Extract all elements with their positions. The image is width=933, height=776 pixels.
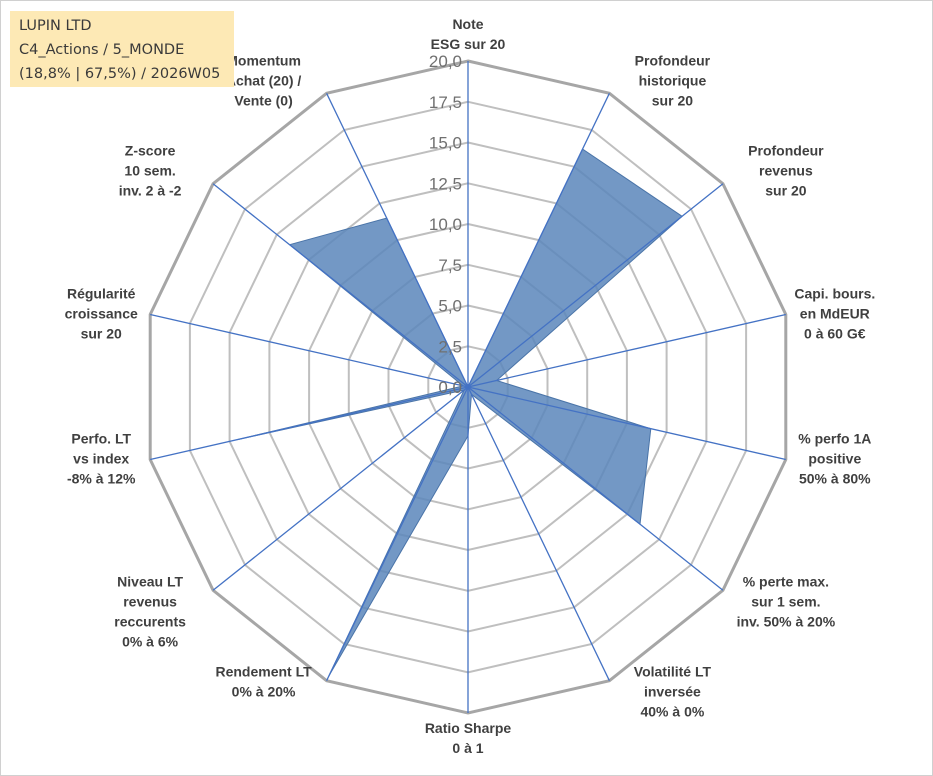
spoke-13: [326, 93, 469, 388]
spoke-6: [467, 386, 610, 681]
axis-label-line: Profondeur: [748, 143, 824, 159]
axis-label-line: Perfo. LT: [71, 431, 131, 447]
axis-label-5: % perte max. sur 1 sem. inv. 50% à 20%: [737, 573, 836, 629]
axis-label-line: inversée: [644, 684, 701, 700]
axis-label-line: % perte max.: [743, 573, 829, 589]
axis-label-line: revenus: [759, 163, 813, 179]
axis-label-line: Rendement LT: [215, 664, 312, 680]
axis-label-line: % perfo 1A: [798, 431, 871, 447]
axis-label-line: sur 20: [765, 183, 806, 199]
spoke-8: [326, 386, 469, 681]
axis-label-line: Niveau LT: [117, 573, 183, 589]
axis-label-line: Régularité: [67, 286, 136, 302]
axis-label-line: 0% à 20%: [232, 684, 296, 700]
axis-label-line: 0 à 1: [452, 740, 483, 756]
axis-label-line: en MdEUR: [800, 306, 870, 322]
axis-label-10: Perfo. LT vs index -8% à 12%: [67, 431, 136, 487]
axis-label-line: historique: [639, 72, 707, 88]
axis-label-line: 50% à 80%: [799, 471, 871, 487]
axis-label-line: Momentum: [226, 52, 301, 68]
axis-label-line: Note: [452, 16, 483, 32]
tick-label: 2,5: [438, 337, 462, 356]
axis-label-line: Vente (0): [234, 92, 292, 108]
stats-line: (18,8% | 67,5%) / 2026W05: [19, 66, 221, 82]
tick-label: 5,0: [438, 297, 462, 316]
category-line: C4_Actions / 5_MONDE: [19, 42, 185, 58]
axis-label-line: reccurents: [114, 613, 186, 629]
spoke-10: [150, 386, 469, 461]
axis-label-line: Ratio Sharpe: [425, 720, 512, 736]
axis-label-0: Note ESG sur 20: [431, 16, 506, 52]
axis-label-line: positive: [808, 451, 861, 467]
spoke-1: [467, 93, 610, 388]
axis-label-line: croissance: [65, 306, 138, 322]
axis-label-line: revenus: [123, 593, 177, 609]
spoke-9: [212, 386, 469, 591]
axis-label-line: 10 sem.: [124, 163, 175, 179]
axis-label-line: inv. 50% à 20%: [737, 613, 836, 629]
axis-label-line: Achat (20) /: [226, 72, 302, 88]
axis-label-line: 0 à 60 G€: [804, 326, 866, 342]
axis-label-line: Volatilité LT: [634, 664, 712, 680]
axis-label-line: -8% à 12%: [67, 471, 136, 487]
axis-label-line: inv. 2 à -2: [119, 183, 182, 199]
info-box: LUPIN LTD C4_Actions / 5_MONDE (18,8% | …: [10, 11, 234, 87]
tick-label: 10,0: [429, 215, 462, 234]
spoke-11: [150, 313, 469, 388]
spoke-3: [467, 313, 786, 388]
tick-label: 7,5: [438, 256, 462, 275]
axis-label-13: Momentum Achat (20) / Vente (0): [226, 52, 302, 108]
axis-label-line: sur 20: [652, 92, 693, 108]
axis-label-4: % perfo 1A positive 50% à 80%: [798, 431, 871, 487]
tick-layer: 0,0 2,5 5,0 7,5 10,0 12,5 15,0 17,5 20,0: [429, 52, 462, 397]
axis-label-12: Z-score 10 sem. inv. 2 à -2: [119, 143, 182, 199]
axis-label-8: Rendement LT 0% à 20%: [215, 664, 312, 700]
spoke-5: [467, 386, 724, 591]
axis-label-3: Capi. bours. en MdEUR 0 à 60 G€: [794, 286, 875, 342]
axis-label-line: 0% à 6%: [122, 633, 179, 649]
tick-label: 15,0: [429, 134, 462, 153]
axis-label-line: vs index: [73, 451, 129, 467]
axis-label-line: Profondeur: [635, 52, 711, 68]
tick-label: 12,5: [429, 174, 462, 193]
spoke-4: [467, 386, 786, 461]
spoke-2: [467, 183, 724, 388]
axis-label-line: Z-score: [125, 143, 176, 159]
tick-label: 20,0: [429, 52, 462, 71]
axis-label-line: sur 1 sem.: [751, 593, 820, 609]
axis-label-9: Niveau LT revenus reccurents 0% à 6%: [114, 573, 186, 649]
axis-label-11: Régularité croissance sur 20: [65, 286, 138, 342]
tick-label: 0,0: [438, 378, 462, 397]
spoke-layer: [150, 61, 786, 713]
spoke-12: [212, 183, 469, 388]
axis-label-line: sur 20: [81, 326, 122, 342]
axis-label-7: Ratio Sharpe 0 à 1: [425, 720, 512, 756]
axis-label-layer: Note ESG sur 20 Profondeur historique sur 20…: [65, 16, 876, 756]
axis-label-line: 40% à 0%: [640, 704, 704, 720]
axis-label-line: ESG sur 20: [431, 36, 506, 52]
axis-label-2: Profondeur revenus sur 20: [748, 143, 824, 199]
company-name: LUPIN LTD: [19, 18, 92, 34]
axis-label-1: Profondeur historique sur 20: [635, 52, 711, 108]
tick-label: 17,5: [429, 93, 462, 112]
axis-label-line: Capi. bours.: [794, 286, 875, 302]
axis-label-6: Volatilité LT inversée 40% à 0%: [634, 664, 712, 720]
